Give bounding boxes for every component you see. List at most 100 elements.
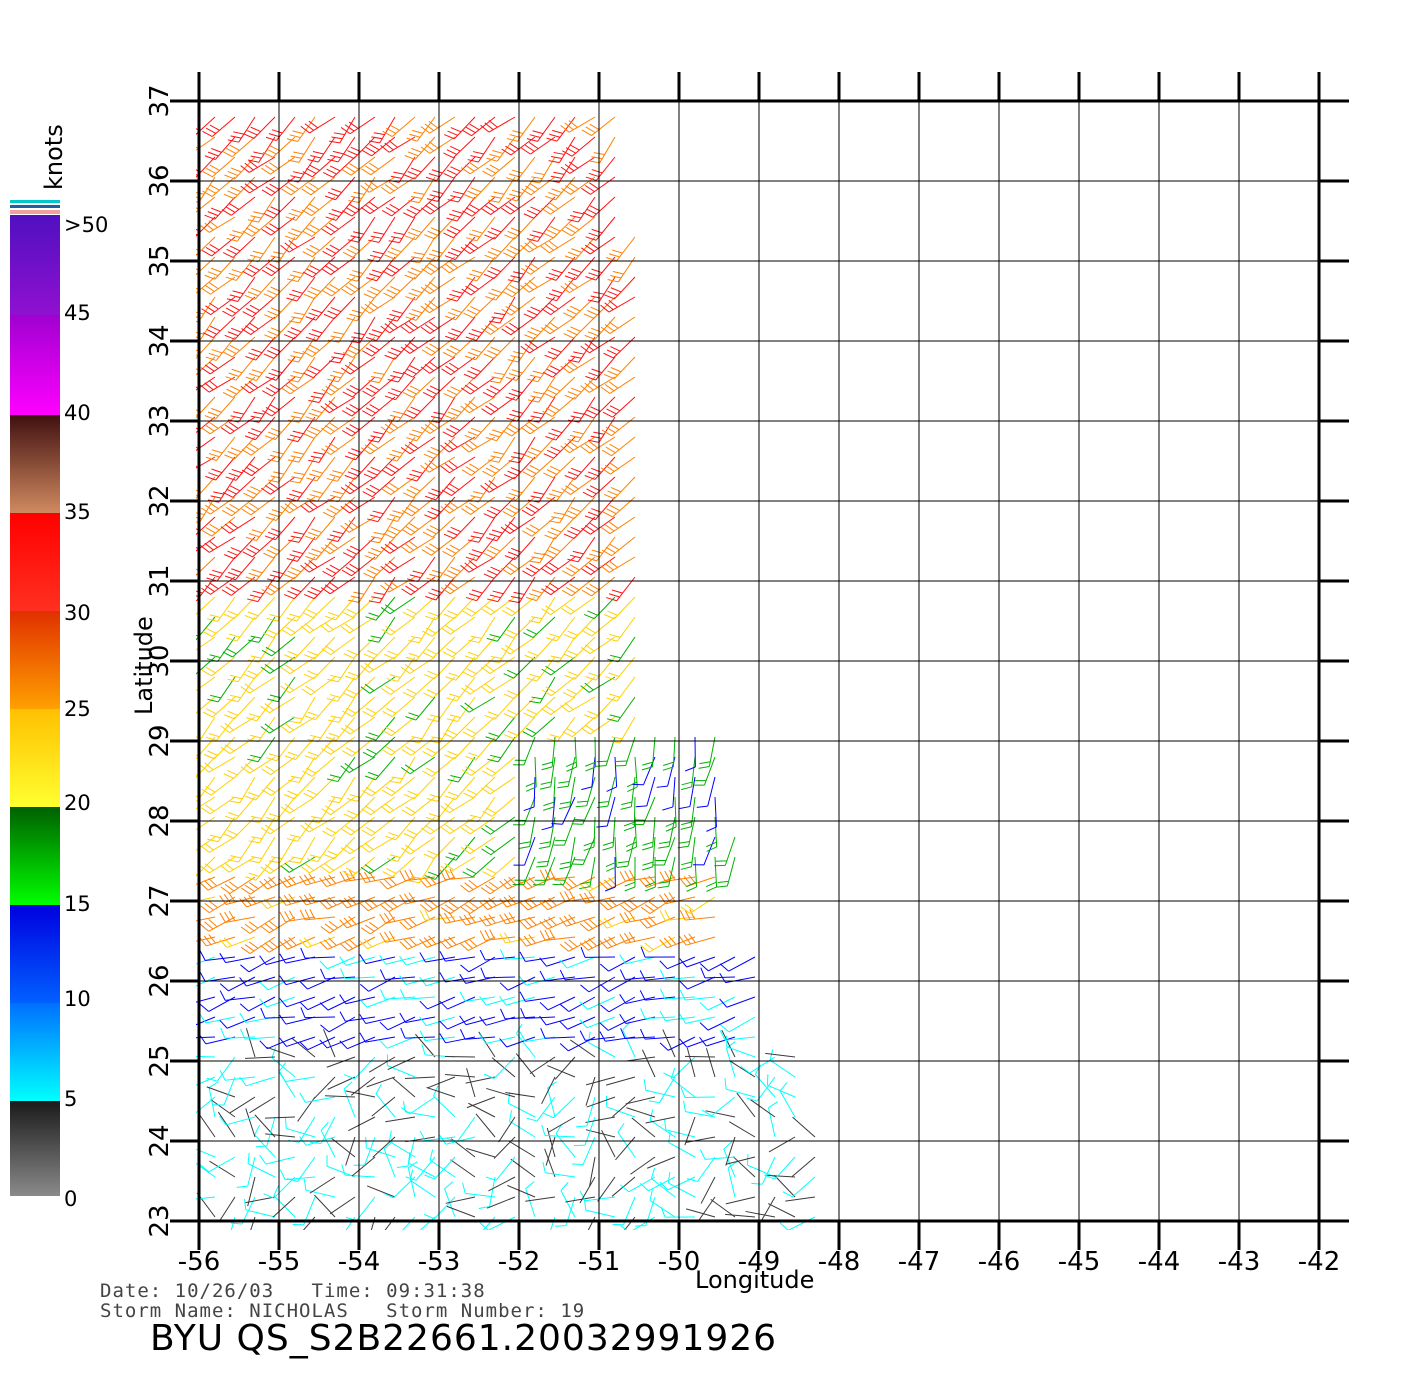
barb-shaft xyxy=(258,836,276,863)
barb-feather xyxy=(444,795,456,801)
barb-feather xyxy=(196,754,199,757)
barb-feather xyxy=(409,385,421,392)
barb-shaft xyxy=(229,1096,256,1114)
barb-feather xyxy=(442,550,453,558)
barb-shaft xyxy=(246,1076,276,1087)
barb-feather xyxy=(308,532,319,537)
barb-feather xyxy=(225,506,236,514)
wind-barb xyxy=(328,696,356,723)
barb-feather xyxy=(368,273,380,278)
barb-feather xyxy=(588,672,600,677)
wind-barb xyxy=(249,1096,276,1114)
barb-feather xyxy=(310,734,321,739)
barb-shaft xyxy=(478,1031,496,1058)
barb-feather xyxy=(265,765,275,773)
barb-feather xyxy=(329,283,340,291)
wind-barb xyxy=(579,1030,616,1041)
barb-feather xyxy=(635,805,647,808)
barb-feather xyxy=(527,450,539,456)
barb-feather xyxy=(308,873,316,883)
barb-shaft xyxy=(385,916,416,924)
barb-feather xyxy=(447,779,459,783)
barb-feather xyxy=(222,392,234,398)
barb-feather xyxy=(392,410,404,415)
barb-feather xyxy=(445,365,455,373)
barb-feather xyxy=(381,789,392,797)
wind-barb xyxy=(464,336,496,361)
wind-barb xyxy=(196,956,216,965)
barb-shaft xyxy=(320,1130,336,1158)
barb-shaft xyxy=(196,416,216,434)
barb-feather xyxy=(362,751,374,758)
wind-barb xyxy=(287,356,316,383)
barb-feather xyxy=(430,507,442,513)
wind-barb xyxy=(583,1199,616,1218)
barb-feather xyxy=(308,560,318,568)
wind-barb xyxy=(546,616,576,642)
barb-feather xyxy=(425,767,437,774)
wind-barb xyxy=(206,1086,236,1098)
barb-feather xyxy=(248,840,260,844)
barb-shaft xyxy=(792,1116,816,1138)
barb-feather xyxy=(344,484,355,492)
barb-shaft xyxy=(486,916,516,927)
barb-shaft xyxy=(233,536,256,560)
barb-shaft xyxy=(465,1016,496,1026)
barb-feather xyxy=(340,487,351,495)
wind-barb xyxy=(199,1013,236,1024)
barb-feather xyxy=(523,806,535,812)
barb-feather xyxy=(303,673,315,679)
barb-shaft xyxy=(266,1116,276,1147)
barb-feather xyxy=(584,515,596,521)
barb-shaft xyxy=(352,536,376,558)
barb-feather xyxy=(588,380,598,388)
barb-feather xyxy=(487,270,498,276)
wind-barb xyxy=(401,576,436,596)
wind-barb xyxy=(340,756,376,773)
wind-barb xyxy=(304,636,336,660)
barb-feather xyxy=(468,913,476,923)
barb-shaft xyxy=(308,556,336,573)
barb-feather xyxy=(568,440,578,449)
barb-shaft xyxy=(685,996,716,1001)
barb-feather xyxy=(250,734,261,739)
barb-feather xyxy=(310,816,322,820)
barb-shaft xyxy=(707,996,736,1011)
barb-feather xyxy=(667,1172,671,1184)
barb-shaft xyxy=(686,1036,716,1048)
barb-feather xyxy=(546,389,557,395)
barb-shaft xyxy=(704,976,736,979)
barb-shaft xyxy=(276,596,296,622)
barb-feather xyxy=(640,944,650,953)
barb-shaft xyxy=(337,476,356,503)
barb-feather xyxy=(439,913,447,924)
barb-feather xyxy=(465,556,477,562)
barb-shaft xyxy=(315,316,336,341)
barb-feather xyxy=(379,932,386,943)
barb-feather xyxy=(259,1040,268,1050)
barb-feather xyxy=(427,850,438,856)
barb-feather xyxy=(684,766,696,772)
wind-barb xyxy=(486,1196,516,1209)
barb-feather xyxy=(531,589,543,594)
barb-shaft xyxy=(453,716,476,739)
barb-feather xyxy=(522,530,533,537)
barb-feather xyxy=(548,493,560,498)
wind-barb xyxy=(240,936,276,955)
wind-barb xyxy=(524,316,556,340)
barb-feather xyxy=(499,949,506,960)
wind-barb xyxy=(579,1016,616,1029)
barb-feather xyxy=(373,371,385,375)
barb-feather xyxy=(468,400,478,409)
barb-shaft xyxy=(309,1176,336,1194)
barb-feather xyxy=(617,1122,625,1133)
wind-barb xyxy=(383,516,416,539)
barb-feather xyxy=(402,691,414,698)
barb-feather xyxy=(468,901,479,909)
barb-feather xyxy=(360,866,371,875)
wind-barb xyxy=(299,873,336,886)
barb-shaft xyxy=(409,316,436,334)
barb-feather xyxy=(522,731,533,738)
colorbar-band-blue xyxy=(10,905,60,1003)
barb-shaft xyxy=(625,996,656,1005)
